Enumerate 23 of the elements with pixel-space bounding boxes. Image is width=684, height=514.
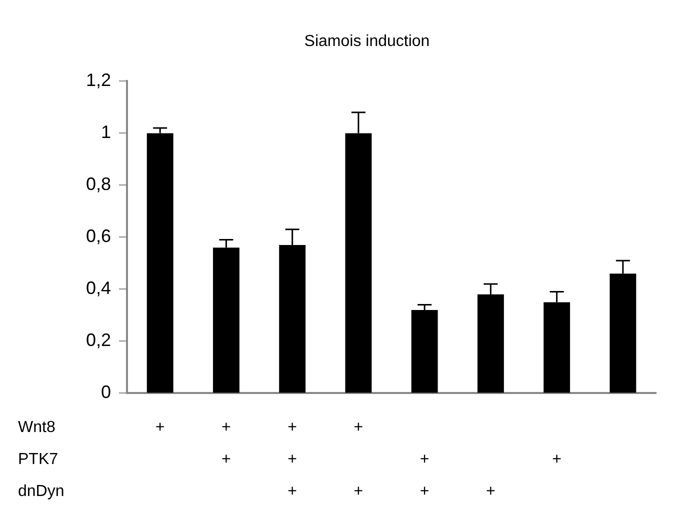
- y-tick-label: Wnt8: [18, 418, 56, 438]
- text: +: [155, 419, 165, 436]
- y-tick-label: 1: [101, 122, 112, 142]
- y-tick-label: 0,4: [86, 278, 112, 298]
- y-tick-label: 1,2: [86, 70, 112, 90]
- y-tick-label: 0,2: [86, 330, 112, 350]
- text: +: [420, 483, 430, 500]
- text: +: [354, 419, 364, 436]
- text: +: [552, 451, 562, 468]
- text: +: [288, 483, 297, 500]
- chart-title: Siamois induction: [304, 33, 430, 50]
- text: +: [288, 419, 297, 436]
- text: +: [354, 483, 364, 500]
- text: +: [222, 419, 231, 436]
- y-tick-label: dnDyn: [18, 482, 64, 502]
- text: +: [222, 451, 231, 468]
- y-tick-label: 0,8: [86, 174, 112, 194]
- y-tick-label: 0: [101, 382, 112, 402]
- text: +: [420, 451, 430, 468]
- text: +: [288, 451, 297, 468]
- text: +: [486, 483, 496, 500]
- y-tick-label: PTK7: [18, 450, 58, 470]
- y-tick-label: 0,6: [86, 226, 112, 246]
